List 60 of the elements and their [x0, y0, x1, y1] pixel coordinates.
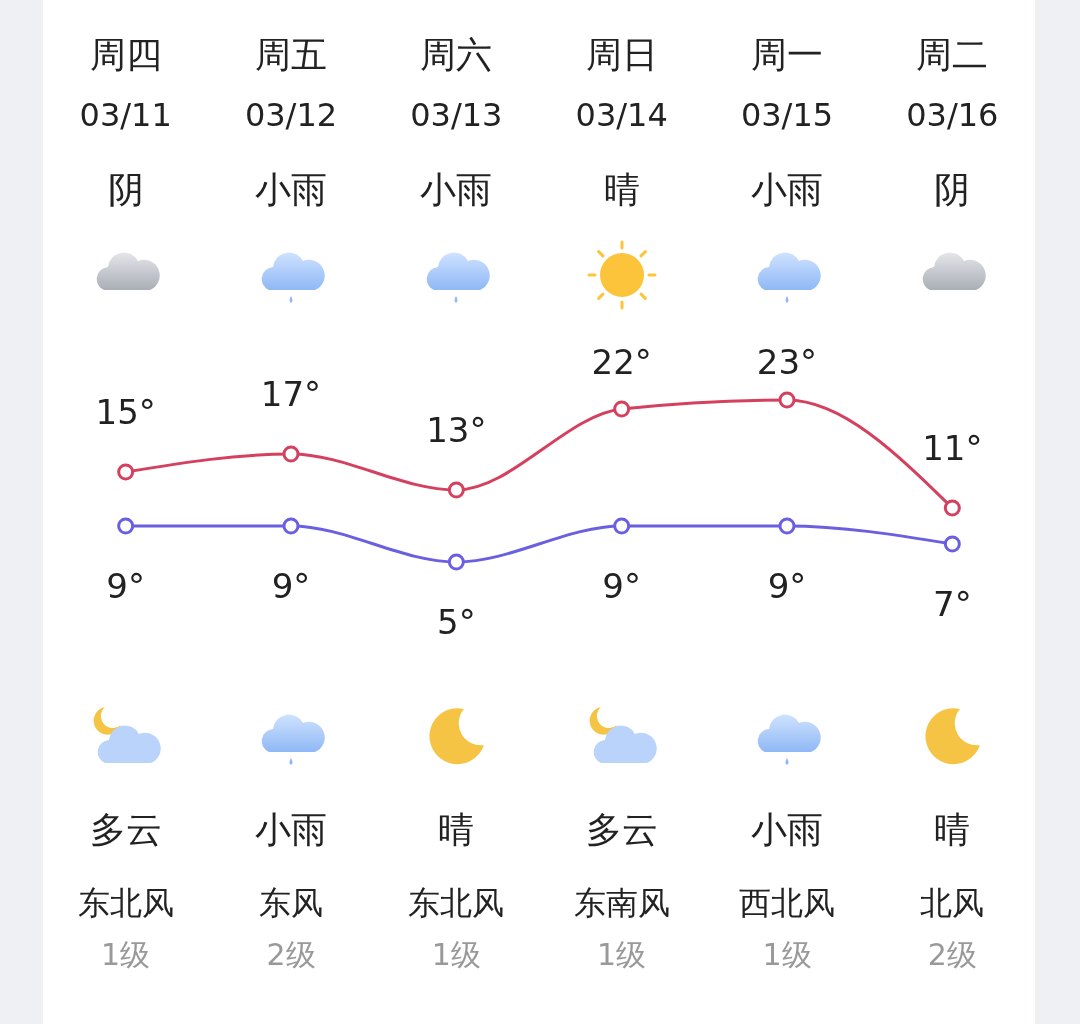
text: 小雨 [419, 168, 494, 212]
text: 03/15 [739, 95, 835, 135]
text: 东风 [258, 883, 324, 923]
data-label: 13° [426, 410, 487, 450]
data-label: 9° [106, 566, 145, 606]
text: 晴 [437, 808, 476, 852]
text: 东北风 [407, 883, 506, 923]
point [943, 535, 961, 553]
data-label: 15° [95, 392, 156, 432]
text: 03/12 [243, 95, 339, 135]
point [117, 463, 135, 481]
point [447, 553, 465, 571]
x-tick-label: 周一 [750, 33, 824, 77]
text: 03/13 [409, 95, 504, 135]
point [943, 499, 961, 517]
data-label: 23° [756, 342, 818, 382]
text: 北风 [919, 883, 986, 923]
text: 小雨 [750, 808, 824, 852]
text: 东北风 [76, 883, 175, 923]
x-tick-label: 周五 [254, 33, 328, 77]
data-label: 9° [602, 566, 641, 606]
text: 阴 [933, 168, 972, 212]
point [447, 481, 465, 499]
text: 03/14 [574, 95, 669, 135]
text: 晴 [602, 168, 641, 212]
text: 东南风 [572, 883, 671, 923]
text: 小雨 [254, 168, 328, 212]
text: 小雨 [254, 808, 328, 852]
point [117, 517, 135, 535]
data-label: 17° [260, 374, 322, 414]
text: 1级 [761, 937, 813, 973]
text: 阴 [106, 168, 145, 212]
data-label: 9° [271, 566, 311, 606]
point [613, 400, 631, 418]
data-label: 11° [922, 428, 983, 468]
point [778, 391, 796, 409]
text: 2级 [265, 937, 317, 973]
text: 1级 [430, 937, 482, 973]
text: 小雨 [750, 168, 824, 212]
point [778, 517, 796, 535]
x-tick-label: 周日 [584, 33, 659, 77]
data-label: 5° [437, 602, 476, 642]
data-label: 9° [767, 566, 807, 606]
x-tick-label: 周六 [419, 33, 494, 77]
data-label: 22° [591, 342, 652, 382]
text: 1级 [100, 937, 152, 973]
x-tick-label: 周二 [915, 33, 990, 77]
point [282, 517, 300, 535]
point [282, 445, 300, 463]
text: 2级 [926, 937, 978, 973]
text: 西北风 [738, 883, 836, 923]
text: 03/16 [905, 95, 1000, 135]
text: 晴 [933, 808, 972, 852]
text: 1级 [596, 937, 648, 973]
x-tick-label: 周四 [88, 33, 163, 77]
point [613, 517, 631, 535]
text: 03/11 [78, 95, 173, 135]
text: 多云 [88, 808, 163, 852]
text: 多云 [584, 808, 659, 852]
data-label: 7° [933, 584, 972, 624]
